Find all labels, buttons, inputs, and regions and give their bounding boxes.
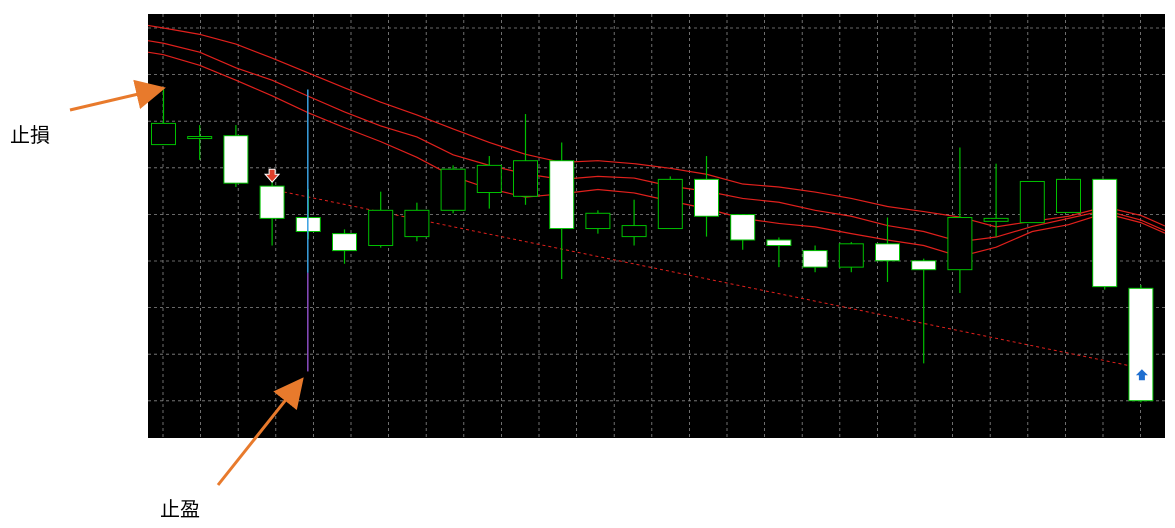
candle-body	[259, 185, 285, 219]
candle-body	[657, 178, 683, 230]
ma-series-1	[147, 24, 1166, 228]
candle	[1019, 180, 1045, 224]
candle-body	[332, 233, 357, 252]
buy-arrow-icon	[1135, 369, 1148, 381]
ma-series-3	[147, 51, 1166, 258]
candle	[802, 245, 828, 273]
candle-body	[947, 217, 973, 271]
candle	[549, 142, 575, 279]
candle-body	[476, 164, 502, 194]
candle	[694, 156, 719, 237]
candle-body	[766, 239, 792, 247]
candlesticks	[151, 89, 1154, 403]
candle-body	[440, 168, 466, 211]
candle	[259, 173, 285, 246]
candle-body	[983, 217, 1009, 222]
candle-body	[621, 225, 647, 238]
candle-body	[694, 178, 719, 217]
candle-body	[1128, 287, 1154, 402]
candle-body	[1019, 180, 1045, 224]
candle	[404, 202, 430, 242]
candle	[1128, 284, 1154, 403]
candle	[911, 258, 937, 364]
candle-body	[585, 212, 611, 230]
candle	[513, 114, 538, 205]
candle-body	[802, 250, 828, 268]
candle	[947, 147, 973, 293]
candle	[1092, 178, 1118, 290]
take-profit-label: 止盈	[160, 497, 200, 521]
moving-average-lines	[147, 24, 1166, 258]
candle	[440, 165, 466, 214]
candle-body	[911, 260, 937, 271]
candle-body	[730, 214, 756, 241]
candle	[766, 237, 792, 268]
candle-body	[404, 209, 430, 238]
stop-loss-callout-arrow	[69, 79, 166, 112]
candle-body	[875, 243, 900, 262]
candle-body	[1056, 178, 1081, 213]
take-profit-callout-arrow	[216, 377, 304, 486]
candle	[838, 242, 864, 273]
candle	[585, 210, 611, 234]
candle-body	[151, 122, 176, 146]
ma-series-2	[147, 40, 1166, 243]
projection-dashed-line	[271, 189, 1142, 369]
candle-body	[838, 243, 864, 268]
candle	[621, 199, 647, 246]
candle-body	[549, 160, 575, 230]
candle	[657, 176, 683, 230]
candle	[187, 125, 213, 160]
candle	[875, 217, 900, 282]
candle-body	[368, 209, 394, 247]
buy-arrow-shape	[1135, 369, 1148, 381]
candle	[368, 191, 394, 248]
candle	[983, 163, 1009, 237]
sell-arrow-icon	[263, 168, 281, 183]
candle-body	[223, 135, 249, 184]
candle-body	[513, 160, 538, 197]
sell-arrow-shape	[263, 168, 281, 183]
candle	[1056, 178, 1081, 213]
candle	[223, 125, 249, 187]
stop-loss-label: 止損	[10, 123, 50, 147]
candle	[730, 214, 756, 250]
candle-body	[187, 136, 213, 140]
candle	[476, 156, 502, 209]
candle-body	[1092, 178, 1118, 288]
candle	[332, 229, 357, 264]
